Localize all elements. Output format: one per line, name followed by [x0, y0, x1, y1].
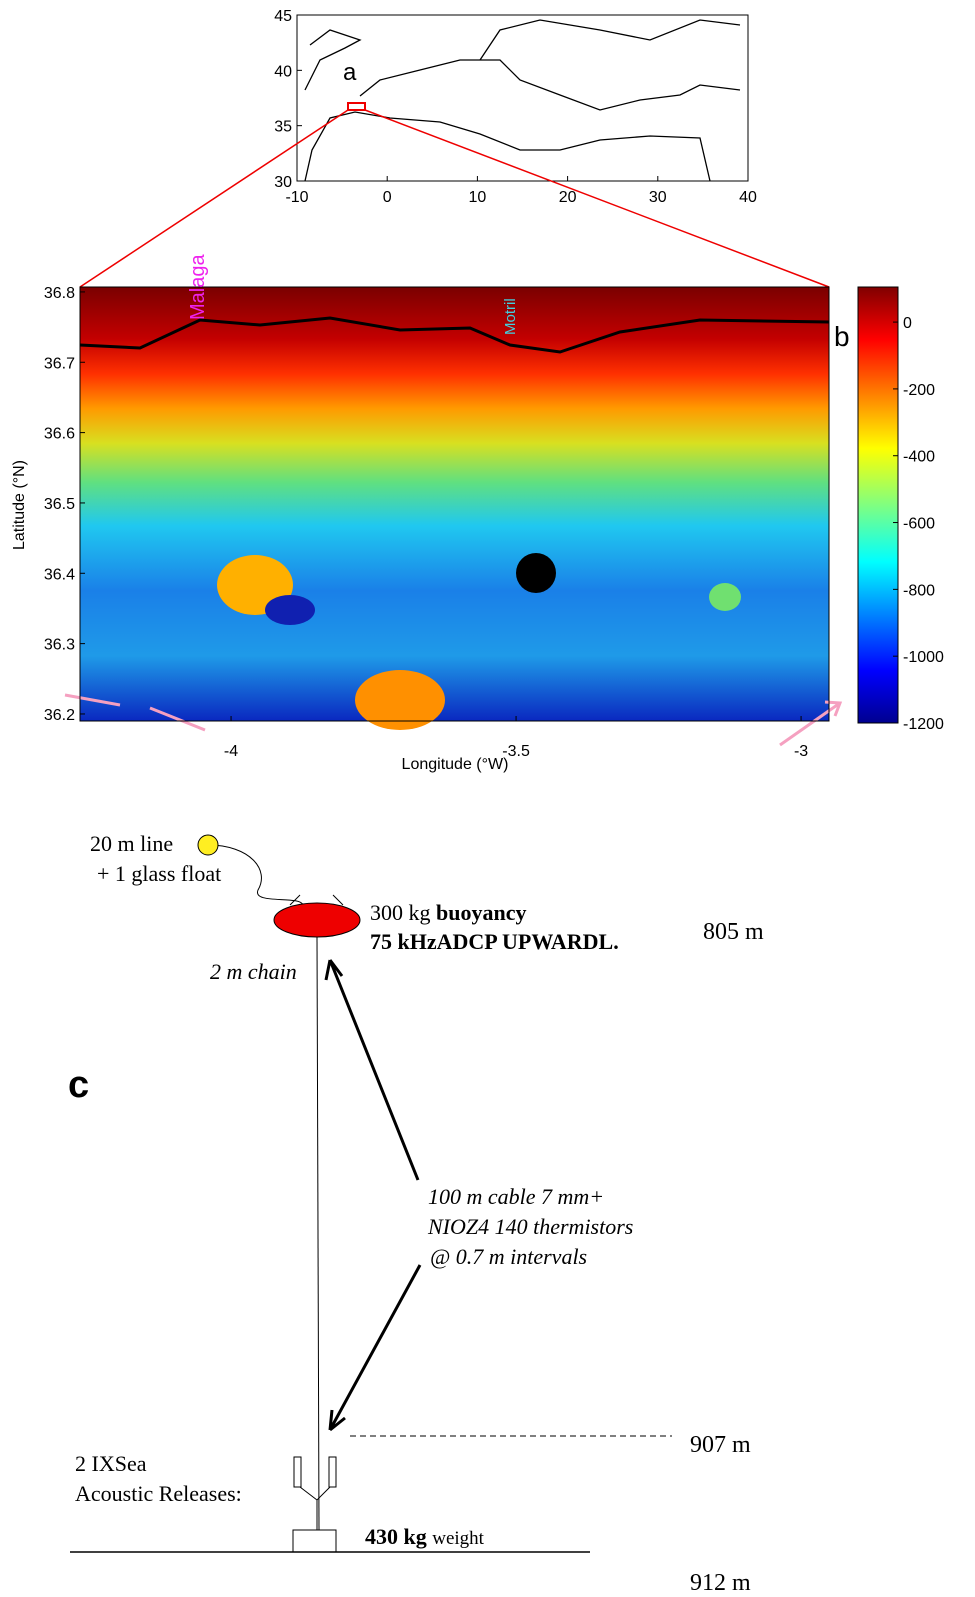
bridle [332, 894, 344, 906]
flow-arrow [64, 693, 843, 747]
place-label: Motril [502, 298, 519, 335]
anchor-weight [292, 1529, 337, 1553]
x-tick-label: -4 [224, 743, 238, 760]
chain-text: 2 m chain [210, 959, 297, 984]
zoom-line [364, 109, 830, 288]
arrow [324, 959, 422, 1432]
buoy-mass-bold: buoyancy [436, 900, 526, 925]
seamount [709, 583, 741, 611]
y-tick-label: 36.4 [44, 566, 75, 583]
y-tick-label: 36.3 [44, 637, 75, 654]
buoy-instrument: 75 kHzADCP UPWARDL. [370, 929, 619, 954]
cable-text: @ 0.7 m intervals [430, 1244, 587, 1269]
buoy [273, 902, 361, 938]
release-text: 2 IXSea [75, 1451, 147, 1476]
cable [316, 936, 320, 1531]
panel-label: b [834, 321, 850, 352]
colorbar-tick-label: -400 [903, 449, 935, 466]
glass-float [197, 834, 219, 856]
depth-label: 907 m [690, 1432, 751, 1458]
plot-frame [79, 286, 830, 722]
zoom-line [79, 109, 349, 288]
y-tick-label: 36.8 [44, 285, 75, 302]
colorbar [857, 286, 899, 724]
y-tick-label: 36.7 [44, 355, 75, 372]
x-tick-label: 10 [469, 189, 487, 206]
acoustic-release [293, 1456, 337, 1530]
bridle [289, 894, 301, 906]
x-tick-label: 0 [383, 189, 392, 206]
y-tick-label: 40 [274, 63, 292, 80]
y-tick-label: 35 [274, 119, 292, 136]
x-tick-label: -3.5 [502, 743, 530, 760]
map-frame [296, 14, 749, 182]
basin [265, 595, 315, 625]
colorbar-tick-label: -1200 [903, 716, 944, 733]
x-axis-title: Longitude (°W) [402, 756, 509, 773]
panel-label: c [68, 1064, 89, 1106]
buoy-text: 300 kg buoyancy [370, 900, 526, 925]
mooring-site [516, 553, 556, 593]
float-line [207, 844, 304, 906]
cable-text: 100 m cable 7 mm+ [428, 1184, 604, 1209]
x-tick-label: -3 [794, 743, 808, 760]
y-axis-title: Latitude (°N) [11, 460, 28, 550]
panel-label: a [343, 59, 357, 86]
colorbar-tick-label: -800 [903, 582, 935, 599]
seamount [355, 670, 445, 730]
buoy-mass: 300 kg [370, 900, 431, 925]
float-text: + 1 glass float [97, 861, 221, 886]
colorbar-tick-label: -600 [903, 516, 935, 533]
y-tick-label: 30 [274, 174, 292, 191]
colorbar-tick-label: -200 [903, 382, 935, 399]
coast-contour [79, 316, 830, 354]
weight-mass: 430 kg [365, 1524, 427, 1549]
float-text: 20 m line [90, 831, 173, 856]
depth-label: 912 m [690, 1570, 751, 1596]
x-tick-label: 30 [649, 189, 667, 206]
release-text: Acoustic Releases: [75, 1481, 242, 1506]
depth-label: 805 m [703, 919, 764, 945]
zoom-box [347, 102, 366, 111]
y-tick-label: 45 [274, 8, 292, 25]
x-tick-label: 40 [739, 189, 757, 206]
bathymetry [80, 287, 829, 721]
coastline [304, 19, 741, 182]
y-tick-label: 36.6 [44, 426, 75, 443]
y-tick-label: 36.2 [44, 707, 75, 724]
place-label: Malaga [187, 254, 209, 320]
colorbar-tick-label: 0 [903, 315, 912, 332]
y-tick-label: 36.5 [44, 496, 75, 513]
x-tick-label: 20 [559, 189, 577, 206]
weight-label: weight [432, 1528, 484, 1549]
weight-text: 430 kg weight [365, 1524, 485, 1549]
x-tick-label: -10 [285, 189, 308, 206]
cable-text: NIOZ4 140 thermistors [427, 1214, 633, 1239]
colorbar-tick-label: -1000 [903, 649, 944, 666]
